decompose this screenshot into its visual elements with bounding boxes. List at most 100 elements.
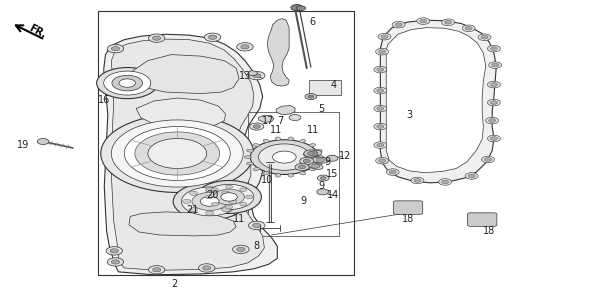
Ellipse shape: [300, 139, 306, 143]
Circle shape: [487, 135, 500, 142]
Circle shape: [148, 138, 206, 169]
Circle shape: [296, 6, 306, 11]
FancyBboxPatch shape: [394, 201, 422, 214]
Ellipse shape: [315, 162, 322, 165]
Polygon shape: [381, 20, 496, 183]
Circle shape: [304, 150, 318, 157]
Circle shape: [414, 179, 421, 182]
Text: FR.: FR.: [27, 23, 48, 40]
Text: 18: 18: [483, 226, 496, 236]
Circle shape: [211, 188, 218, 191]
Circle shape: [101, 115, 254, 192]
Circle shape: [149, 265, 165, 274]
Ellipse shape: [288, 174, 293, 177]
Circle shape: [441, 180, 448, 184]
Circle shape: [110, 249, 119, 253]
Ellipse shape: [253, 167, 260, 171]
Polygon shape: [129, 212, 236, 236]
Circle shape: [317, 189, 329, 195]
FancyBboxPatch shape: [309, 80, 341, 95]
Ellipse shape: [312, 157, 329, 163]
Circle shape: [379, 50, 386, 53]
Text: 9: 9: [301, 197, 307, 206]
Polygon shape: [130, 54, 239, 94]
Circle shape: [484, 158, 491, 161]
Ellipse shape: [300, 172, 306, 175]
Circle shape: [228, 199, 237, 203]
Circle shape: [376, 157, 389, 164]
Text: 4: 4: [330, 79, 336, 90]
Circle shape: [487, 45, 500, 52]
Polygon shape: [386, 28, 486, 173]
Text: 11: 11: [270, 125, 282, 135]
Circle shape: [248, 71, 265, 80]
Circle shape: [240, 188, 247, 191]
Circle shape: [205, 195, 212, 199]
Circle shape: [205, 188, 214, 192]
Circle shape: [119, 79, 136, 87]
Circle shape: [308, 95, 314, 98]
Circle shape: [245, 195, 253, 199]
Circle shape: [417, 18, 430, 24]
Circle shape: [490, 101, 497, 104]
Text: 10: 10: [261, 175, 273, 185]
Circle shape: [299, 165, 306, 169]
Ellipse shape: [303, 150, 322, 157]
FancyBboxPatch shape: [467, 213, 497, 226]
Circle shape: [312, 164, 320, 168]
Circle shape: [104, 71, 151, 95]
Text: 19: 19: [17, 139, 29, 150]
Circle shape: [490, 47, 497, 51]
Circle shape: [248, 71, 257, 76]
Ellipse shape: [263, 139, 269, 143]
Circle shape: [411, 177, 424, 184]
Circle shape: [468, 174, 475, 178]
Circle shape: [481, 36, 488, 39]
Circle shape: [225, 205, 232, 209]
Circle shape: [374, 87, 387, 94]
Circle shape: [303, 159, 310, 163]
Circle shape: [291, 5, 303, 11]
Ellipse shape: [317, 156, 324, 158]
Circle shape: [241, 45, 249, 49]
Text: 8: 8: [254, 241, 260, 251]
Circle shape: [205, 211, 214, 215]
Circle shape: [204, 33, 221, 42]
Text: 12: 12: [339, 151, 351, 162]
Polygon shape: [267, 19, 289, 86]
Circle shape: [149, 34, 165, 42]
Circle shape: [198, 264, 215, 272]
Circle shape: [307, 152, 314, 155]
Circle shape: [376, 48, 389, 55]
Circle shape: [200, 197, 219, 206]
Text: 9: 9: [319, 182, 324, 191]
Circle shape: [489, 62, 502, 68]
Circle shape: [221, 193, 237, 201]
Circle shape: [253, 73, 261, 78]
Text: 5: 5: [319, 104, 324, 113]
Circle shape: [173, 183, 246, 220]
Circle shape: [465, 173, 478, 179]
Circle shape: [486, 117, 499, 124]
Circle shape: [289, 115, 301, 120]
Circle shape: [273, 151, 296, 163]
Circle shape: [106, 247, 123, 255]
Circle shape: [181, 187, 238, 216]
Circle shape: [374, 142, 387, 148]
Circle shape: [374, 66, 387, 73]
Text: 17: 17: [263, 116, 275, 126]
Circle shape: [438, 179, 451, 185]
Circle shape: [478, 34, 491, 41]
Circle shape: [250, 140, 319, 175]
Circle shape: [377, 125, 384, 128]
Circle shape: [189, 208, 198, 212]
Text: 11: 11: [233, 214, 245, 225]
Circle shape: [490, 83, 497, 86]
Circle shape: [379, 159, 386, 163]
Circle shape: [316, 158, 324, 162]
Text: 7: 7: [277, 116, 283, 126]
Circle shape: [214, 189, 244, 205]
Text: 2: 2: [171, 279, 178, 289]
Circle shape: [240, 202, 247, 206]
Circle shape: [135, 132, 219, 175]
